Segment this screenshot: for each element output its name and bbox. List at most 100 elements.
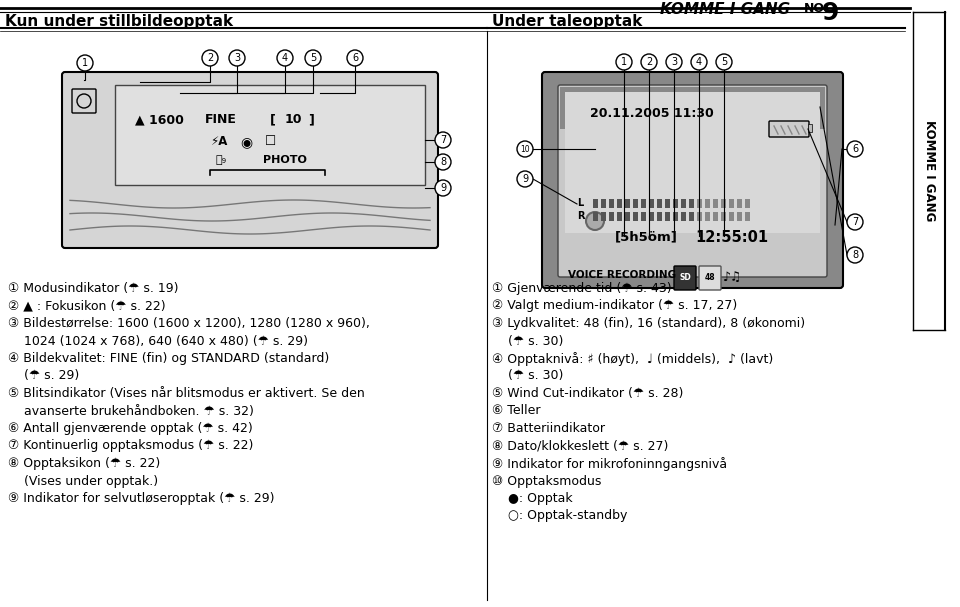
Text: 5: 5: [721, 57, 727, 67]
Text: 8: 8: [852, 250, 858, 260]
Text: ⑦ Batteriindikator: ⑦ Batteriindikator: [492, 422, 605, 435]
Text: SD: SD: [679, 274, 691, 282]
Text: Under taleopptak: Under taleopptak: [492, 14, 642, 29]
Text: L: L: [577, 198, 584, 208]
Text: 10: 10: [285, 113, 302, 126]
Text: 9: 9: [822, 1, 839, 24]
Circle shape: [586, 212, 604, 230]
Text: ⑤ Blitsindikator (Vises når blitsmodus er aktivert. Se den: ⑤ Blitsindikator (Vises når blitsmodus e…: [8, 387, 365, 400]
Text: NO: NO: [804, 2, 825, 15]
Text: ⑥ Teller: ⑥ Teller: [492, 404, 540, 418]
Text: 20.11.2005 11:30: 20.11.2005 11:30: [590, 107, 713, 120]
Text: ◉: ◉: [240, 135, 252, 149]
Text: ⚡A: ⚡A: [210, 135, 228, 148]
Text: 5: 5: [310, 53, 316, 63]
Text: ☐: ☐: [265, 135, 276, 148]
Text: (☂ s. 29): (☂ s. 29): [8, 370, 80, 382]
Text: 9: 9: [440, 183, 446, 193]
Circle shape: [517, 141, 533, 157]
Text: R: R: [577, 211, 585, 221]
Text: 7: 7: [440, 135, 446, 145]
Circle shape: [716, 54, 732, 70]
Text: 4: 4: [282, 53, 288, 63]
Circle shape: [202, 50, 218, 66]
Text: (☂ s. 30): (☂ s. 30): [492, 334, 564, 347]
Circle shape: [641, 54, 657, 70]
Bar: [115, 85, 425, 185]
Circle shape: [847, 141, 863, 157]
Bar: [560, 87, 825, 129]
Text: ⑩ Opptaksmodus: ⑩ Opptaksmodus: [492, 475, 601, 487]
Text: 1024 (1024 x 768), 640 (640 x 480) (☂ s. 29): 1024 (1024 x 768), 640 (640 x 480) (☂ s.…: [8, 334, 308, 347]
Text: [5h5öm]: [5h5öm]: [615, 230, 678, 243]
Text: 3: 3: [234, 53, 240, 63]
FancyBboxPatch shape: [699, 266, 721, 290]
Text: (☂ s. 30): (☂ s. 30): [492, 370, 564, 382]
Circle shape: [517, 171, 533, 187]
Circle shape: [847, 214, 863, 230]
Circle shape: [691, 54, 707, 70]
Circle shape: [435, 154, 451, 170]
Text: 2: 2: [206, 53, 213, 63]
Circle shape: [347, 50, 363, 66]
Text: ⑨ Indikator for mikrofoninngangsnivå: ⑨ Indikator for mikrofoninngangsnivå: [492, 457, 727, 471]
Circle shape: [435, 132, 451, 148]
Bar: [808, 124, 812, 132]
Text: ⑤ Wind Cut-indikator (☂ s. 28): ⑤ Wind Cut-indikator (☂ s. 28): [492, 387, 684, 400]
Text: VOICE RECORDING: VOICE RECORDING: [568, 270, 676, 280]
Text: ③ Bildestørrelse: 1600 (1600 x 1200), 1280 (1280 x 960),: ③ Bildestørrelse: 1600 (1600 x 1200), 12…: [8, 317, 370, 330]
Text: ▲ 1600: ▲ 1600: [135, 113, 184, 126]
Text: ♪♫: ♪♫: [723, 271, 742, 284]
Text: Kun under stillbildeopptak: Kun under stillbildeopptak: [5, 14, 233, 29]
Text: ① Modusindikator (☂ s. 19): ① Modusindikator (☂ s. 19): [8, 282, 179, 295]
Text: 1: 1: [82, 58, 88, 68]
Text: avanserte brukehåndboken. ☂ s. 32): avanserte brukehåndboken. ☂ s. 32): [8, 404, 253, 418]
Text: 12:55:01: 12:55:01: [695, 230, 768, 245]
Text: 10: 10: [520, 144, 530, 154]
FancyBboxPatch shape: [62, 72, 438, 248]
Text: 9: 9: [522, 174, 528, 184]
Text: 2: 2: [646, 57, 652, 67]
Circle shape: [435, 180, 451, 196]
Text: 4: 4: [696, 57, 702, 67]
Text: ⑨ Indikator for selvutløseropptak (☂ s. 29): ⑨ Indikator for selvutløseropptak (☂ s. …: [8, 492, 275, 505]
Text: 48: 48: [705, 274, 715, 282]
Text: ③ Lydkvalitet: 48 (fin), 16 (standard), 8 (økonomi): ③ Lydkvalitet: 48 (fin), 16 (standard), …: [492, 317, 805, 330]
Text: ⑧ Opptaksikon (☂ s. 22): ⑧ Opptaksikon (☂ s. 22): [8, 457, 160, 470]
Circle shape: [847, 247, 863, 263]
FancyBboxPatch shape: [674, 266, 696, 290]
Text: KOMME I GANG: KOMME I GANG: [923, 120, 935, 222]
Text: ⑧ Dato/klokkeslett (☂ s. 27): ⑧ Dato/klokkeslett (☂ s. 27): [492, 439, 668, 452]
FancyBboxPatch shape: [72, 89, 96, 113]
Text: ⌛₉: ⌛₉: [215, 155, 227, 165]
Text: PHOTO: PHOTO: [263, 155, 307, 165]
Circle shape: [77, 94, 91, 108]
FancyBboxPatch shape: [542, 72, 843, 288]
Circle shape: [229, 50, 245, 66]
Text: 6: 6: [852, 144, 858, 154]
Text: 3: 3: [671, 57, 677, 67]
Text: ●: Opptak: ●: Opptak: [492, 492, 572, 505]
Bar: [565, 92, 820, 233]
Text: ① Gjenværende tid (☂ s. 43): ① Gjenværende tid (☂ s. 43): [492, 282, 672, 295]
Text: [: [: [270, 113, 276, 126]
Text: (Vises under opptak.): (Vises under opptak.): [8, 475, 158, 487]
Circle shape: [305, 50, 321, 66]
Text: 7: 7: [852, 217, 858, 227]
Text: ④ Bildekvalitet: FINE (fin) og STANDARD (standard): ④ Bildekvalitet: FINE (fin) og STANDARD …: [8, 352, 329, 365]
Circle shape: [616, 54, 632, 70]
Text: KOMME I GANG: KOMME I GANG: [660, 2, 790, 17]
Text: 6: 6: [352, 53, 358, 63]
Circle shape: [666, 54, 682, 70]
Text: ⑦ Kontinuerlig opptaksmodus (☂ s. 22): ⑦ Kontinuerlig opptaksmodus (☂ s. 22): [8, 439, 253, 452]
Text: ② Valgt medium-indikator (☂ s. 17, 27): ② Valgt medium-indikator (☂ s. 17, 27): [492, 299, 737, 313]
Text: ⑥ Antall gjenværende opptak (☂ s. 42): ⑥ Antall gjenværende opptak (☂ s. 42): [8, 422, 252, 435]
Circle shape: [277, 50, 293, 66]
Text: FINE: FINE: [205, 113, 237, 126]
Circle shape: [77, 55, 93, 71]
Text: ② ▲ : Fokusikon (☂ s. 22): ② ▲ : Fokusikon (☂ s. 22): [8, 299, 166, 313]
FancyBboxPatch shape: [558, 85, 827, 277]
Text: ④ Opptaknivå: ♯ (høyt),  ♩ (middels),  ♪ (lavt): ④ Opptaknivå: ♯ (høyt), ♩ (middels), ♪ (…: [492, 352, 773, 366]
Text: 1: 1: [621, 57, 627, 67]
Text: ○: Opptak-standby: ○: Opptak-standby: [492, 509, 628, 523]
